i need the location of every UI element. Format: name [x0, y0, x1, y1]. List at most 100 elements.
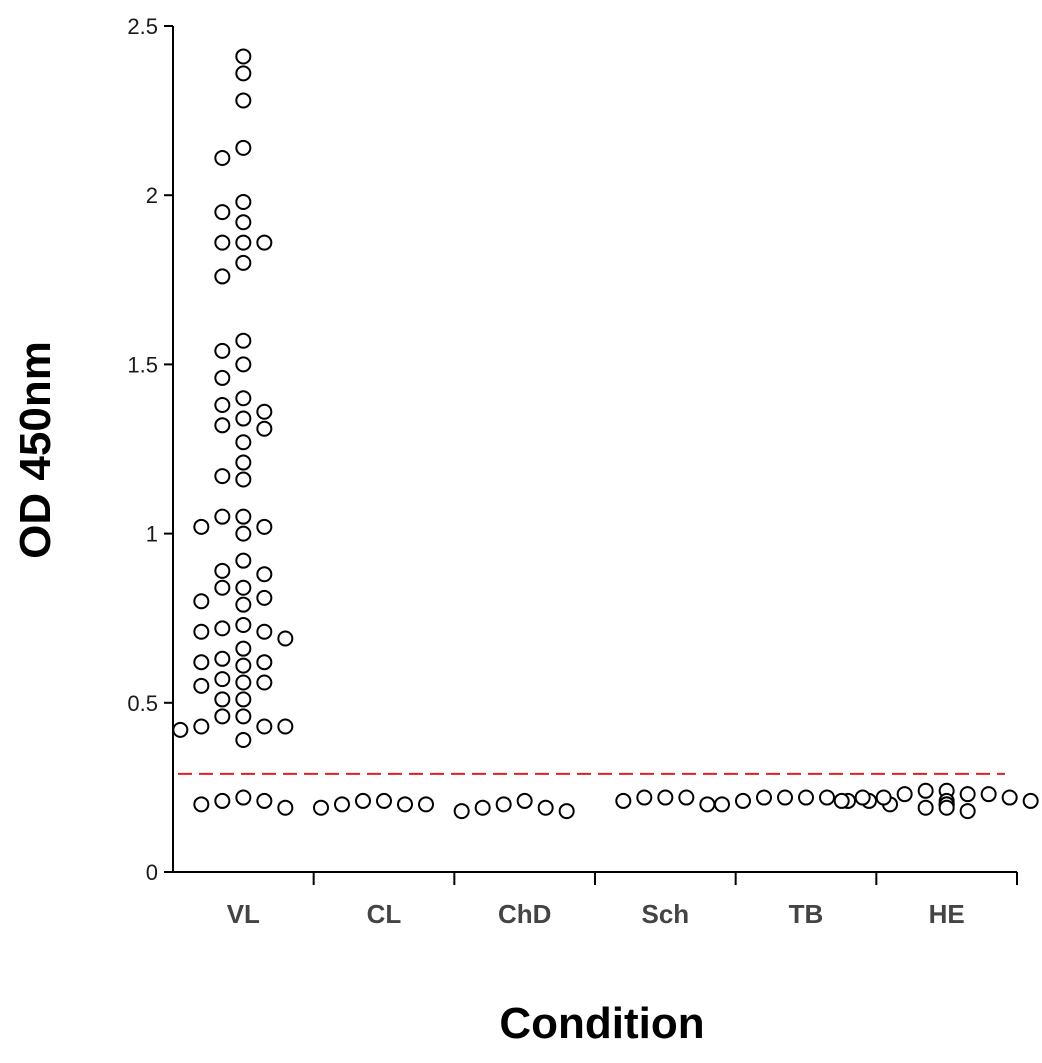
data-point-vl [214, 708, 231, 725]
x-tick-label: TB [789, 899, 824, 929]
data-point-tb [777, 789, 793, 806]
data-point-vl [235, 579, 252, 596]
data-point-vl [214, 268, 231, 285]
data-point-vl [214, 468, 231, 485]
data-point-vl [193, 677, 210, 694]
data-point-vl [214, 204, 231, 221]
data-point-vl [172, 721, 189, 738]
data-point-vl [277, 630, 294, 647]
x-tick-label: CL [367, 899, 402, 929]
data-point-cl [355, 792, 371, 809]
data-point-he [833, 792, 850, 809]
data-point-chd [495, 796, 512, 813]
data-point-vl [235, 410, 252, 427]
data-point-he [917, 782, 934, 799]
y-ticks: 0 0.5 1 1.5 2 2.5 [127, 14, 173, 885]
y-tick-label: 0 [146, 860, 158, 885]
data-point-vl [214, 620, 231, 637]
data-point-cl [397, 796, 413, 813]
data-point-vl [235, 789, 252, 806]
data-point-he [854, 789, 871, 806]
data-point-tb [714, 796, 730, 813]
data-point-sch [699, 796, 716, 813]
x-tick-label: Sch [641, 899, 689, 929]
data-point-cl [376, 792, 392, 809]
x-ticks: VL CL ChD Sch TB HE [227, 872, 1018, 929]
data-point-vl [235, 214, 252, 231]
data-point-vl [256, 420, 273, 437]
data-point-vl [214, 579, 231, 596]
data-point-vl [214, 342, 231, 359]
data-point-he [959, 786, 976, 803]
data-point-cl [418, 796, 434, 813]
data-point-vl [235, 708, 252, 725]
data-point-vl [235, 471, 252, 488]
data-point-vl [235, 508, 252, 525]
data-point-vl [256, 792, 273, 809]
data-point-vl [193, 796, 210, 813]
data-point-vl [235, 732, 252, 749]
data-point-vl [235, 454, 252, 471]
data-point-vl [235, 552, 252, 569]
data-point-vl [214, 417, 231, 434]
data-point-chd [558, 803, 575, 820]
data-point-vl [256, 623, 273, 640]
data-point-vl [193, 654, 210, 671]
data-point-vl [235, 92, 252, 109]
data-point-sch [657, 789, 674, 806]
data-point-vl [235, 65, 252, 82]
data-point-he [959, 803, 976, 820]
data-point-tb [735, 792, 751, 809]
data-point-vl [235, 234, 252, 251]
data-point-he [938, 799, 955, 816]
data-point-vl [193, 623, 210, 640]
data-point-vl [214, 650, 231, 667]
data-point-chd [537, 799, 554, 816]
data-point-vl [235, 640, 252, 657]
data-point-he [980, 786, 997, 803]
data-point-vl [235, 390, 252, 407]
y-tick-label: 0.5 [127, 691, 158, 716]
data-point-sch [678, 789, 695, 806]
data-point-vl [193, 593, 210, 610]
data-point-vl [193, 518, 210, 535]
data-point-chd [453, 803, 470, 820]
data-point-cl [313, 799, 329, 816]
data-point-vl [277, 718, 294, 735]
data-point-chd [516, 792, 533, 809]
data-point-vl [256, 234, 273, 251]
data-point-vl [235, 691, 252, 708]
data-point-vl [256, 403, 273, 420]
data-point-tb [798, 789, 814, 806]
data-point-vl [214, 508, 231, 525]
data-point-vl [235, 193, 252, 210]
y-tick-label: 2 [146, 183, 158, 208]
data-point-vl [256, 518, 273, 535]
data-point-vl [235, 332, 252, 349]
data-point-vl [214, 691, 231, 708]
data-point-he [917, 799, 934, 816]
data-point-vl [235, 657, 252, 674]
data-point-sch [636, 789, 653, 806]
data-point-he [1022, 792, 1039, 809]
data-point-he [896, 786, 913, 803]
data-point-vl [214, 149, 231, 166]
x-tick-label: VL [227, 899, 260, 929]
data-points [172, 48, 1039, 820]
data-point-vl [235, 674, 252, 691]
data-point-vl [193, 718, 210, 735]
data-point-vl [235, 525, 252, 542]
data-point-vl [256, 566, 273, 583]
data-point-vl [256, 654, 273, 671]
data-point-vl [235, 254, 252, 271]
data-point-he [1001, 789, 1018, 806]
data-point-vl [214, 562, 231, 579]
axes [172, 26, 1017, 873]
data-point-vl [214, 369, 231, 386]
data-point-vl [214, 234, 231, 251]
data-point-vl [235, 139, 252, 156]
y-axis-title: OD 450nm [11, 341, 60, 559]
data-point-vl [235, 616, 252, 633]
y-tick-label: 1 [146, 522, 158, 547]
data-point-vl [277, 799, 294, 816]
